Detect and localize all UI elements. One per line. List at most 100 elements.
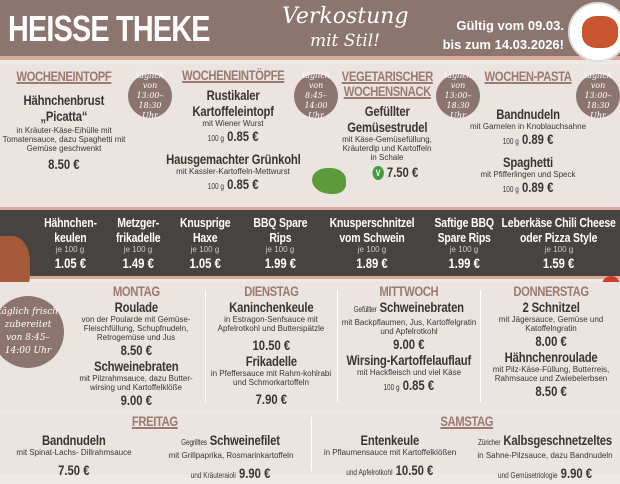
dish-desc: mit Wiener Wurst	[202, 119, 264, 128]
section-heading: VEGETARISCHER WOCHENSNACK	[341, 68, 433, 99]
unit: 100 g	[502, 137, 519, 146]
dish: Züricher Kalbsgeschnetzeltes in Sahne-Pi…	[474, 432, 616, 484]
dish-desc: in Sahne-Pilzsauce, dazu Bandnudeln	[477, 451, 613, 460]
slogan: Verkostung	[282, 4, 409, 29]
dish-name: Schweinebraten	[93, 358, 179, 374]
item-price: 1.89 €	[356, 255, 388, 271]
dish-desc: mit Garnelen in Knoblauchsahne	[469, 122, 587, 131]
weekly-specials-panel: WOCHENEINTOPF Hähnchenbrust „Picatta“ in…	[0, 64, 620, 207]
day-heading: DONNERSTAG	[513, 283, 589, 299]
dish-price: 8.00 €	[535, 333, 567, 349]
header: HEISSE THEKE Verkostung mit Stil! Gültig…	[0, 0, 620, 62]
dish-desc: mit Pfifferlingen und Speck	[480, 170, 576, 179]
band-item: Hähnchen-keulen je 100 g 1.05 €	[39, 215, 101, 272]
time-badge: täglich von 13:00–18:30 Uhr	[436, 71, 480, 120]
dish-price: 0.85 €	[402, 377, 435, 393]
dish-desc: mit Jägersauce, Gemüse und Katoffelngrat…	[498, 315, 604, 333]
item-name: Leberkäse Chili Cheese oder Pizza Style	[501, 215, 617, 245]
dish-price: 8.50 €	[120, 342, 152, 358]
dish-name: 2 Schnitzel	[522, 299, 580, 315]
band-item: Saftige BBQ Spare Rips je 100 g 1.99 €	[430, 215, 498, 272]
day-freitag: FREITAG	[60, 414, 250, 429]
divider	[480, 290, 481, 402]
dish-name: Bandnudeln	[496, 106, 560, 122]
meat-counter-band: Hähnchen-keulen je 100 g 1.05 € Metzger-fr…	[0, 207, 620, 279]
pasta-plate-image	[568, 2, 620, 62]
dish: Bandnudeln mit Spinat-Lachs- Dillrahmsau…	[4, 432, 144, 478]
dish-desc: von der Poularde mit Gemüse-Fleischfüllu…	[81, 315, 191, 342]
time-badge: täglich von 13:00–18:30 Uhr	[128, 71, 172, 120]
valid-from: Gültig vom 09.03.	[456, 18, 564, 33]
unit: 100 g	[207, 134, 224, 143]
divider	[205, 290, 206, 402]
unit: 100 g	[383, 383, 400, 392]
item-price: 1.99 €	[448, 255, 480, 271]
dish-name: Entenkeule	[360, 432, 420, 448]
dish-desc: und Apfelrotkohl	[346, 468, 393, 477]
day-samstag: SAMSTAG	[372, 414, 562, 429]
dish-price: 10.50 €	[252, 337, 290, 353]
dish-name: Hähnchenbrust „Picatta“	[23, 92, 105, 124]
dish-price: 9.90 €	[239, 465, 271, 481]
dish-desc: in Pfeffersauce mit Rahm-kohlrabi und Sc…	[210, 369, 332, 387]
section-woecheneintopf: WOCHENEINTOPF Hähnchenbrust „Picatta“ in…	[2, 69, 126, 173]
unit: je 100 g	[55, 245, 85, 254]
dish-desc: mit Spinat-Lachs- Dillrahmsauce	[16, 448, 132, 457]
time-badge: täglich von 13:00–18:30 Uhr	[576, 71, 620, 120]
valid-to: bis zum 14.03.2026!	[442, 37, 564, 52]
dish-name: Roulade	[114, 299, 158, 315]
unit: 100 g	[502, 185, 519, 194]
day-donnerstag: DONNERSTAG 2 Schnitzel mit Jägersauce, G…	[484, 283, 618, 400]
dish-price: 9.00 €	[393, 336, 425, 352]
day-heading: FREITAG	[132, 413, 178, 429]
dish-price: 7.50 €	[58, 462, 90, 478]
dish-desc: und Gemüsetriologie	[497, 471, 558, 480]
item-price: 1.59 €	[543, 255, 575, 271]
band-item: Knusprige Haxe je 100 g 1.05 €	[175, 215, 235, 272]
dish-price: 10.50 €	[395, 462, 434, 478]
day-montag: MONTAG Roulade von der Poularde mit Gemü…	[68, 283, 204, 409]
weekend-panel	[0, 413, 620, 474]
dish-desc: mit Hackfleisch und viel Käse	[356, 368, 462, 377]
band-item: Metzger-frikadelle je 100 g 1.49 €	[108, 215, 168, 272]
day-mittwoch: MITTWOCH Gefüllter Schweinebraten mit Ba…	[339, 284, 479, 396]
dish-desc: in Estragon-Senfsauce mit Apfelrotkohl u…	[217, 315, 325, 333]
dish-prefix: Züricher	[477, 438, 501, 447]
dish-name: Kalbsgeschnetzeltes	[503, 432, 613, 448]
section-heading: WOCHENEINTÖPFE	[181, 67, 285, 83]
unit: je 100 g	[265, 245, 295, 254]
unit: 100 g	[207, 182, 224, 191]
time-badge: täglich von 8:45–14:00 Uhr	[294, 71, 338, 120]
day-heading: MONTAG	[112, 283, 160, 299]
slogan-sub: mit Stil!	[310, 31, 380, 51]
dish-desc: mit Käse-Gemüsefüllung, Kräuterdip und K…	[342, 135, 432, 162]
dish-desc: mit Pilzrahmsauce, dazu Butter-wirsing u…	[79, 374, 193, 392]
dish-price: 0.89 €	[521, 131, 554, 147]
unit: je 100 g	[544, 245, 574, 254]
dish-price: 7.90 €	[255, 391, 287, 407]
dish-desc: und Kräuteraioli	[191, 471, 237, 480]
dish-price: 0.85 €	[226, 176, 259, 192]
dish-desc: in Kräuter-Käse-Eihülle mit Tomatensauce…	[2, 126, 126, 153]
band-item: Knusperschnitzel vom Schwein je 100 g 1.89…	[322, 215, 422, 272]
dish-name: Schweinefilet	[210, 432, 281, 448]
fresh-badge: täglich frisch zubereitet von 8:45–14:00…	[0, 296, 64, 368]
item-price: 1.99 €	[264, 255, 296, 271]
item-price: 1.05 €	[189, 255, 221, 271]
dish-name: Hausgemachter Grünkohl	[165, 151, 301, 167]
item-name: Knusprige Haxe	[179, 215, 231, 245]
section-woecheneintoepfe: WOCHENEINTÖPFE Rustikaler Kartoffeleinto…	[166, 67, 301, 195]
dish: Gegrilltes Schweinefilet mit Grillpaprik…	[158, 432, 304, 484]
item-name: Metzger-frikadelle	[115, 215, 161, 245]
unit: je 100 g	[449, 245, 479, 254]
section-vegetarian: VEGETARISCHER WOCHENSNACK Gefüllter Gemü…	[340, 69, 434, 180]
item-price: 1.49 €	[122, 255, 154, 271]
item-name: Saftige BBQ Spare Rips	[434, 215, 494, 245]
vegetarian-icon: V	[372, 166, 384, 180]
dish-price: 9.00 €	[120, 392, 152, 408]
dish-desc: mit Pilz-Käse-Füllung, Butterreis, Rahms…	[492, 365, 610, 383]
dish-price: 8.50 €	[48, 156, 80, 172]
weekday-panel: täglich frisch zubereitet von 8:45–14:00…	[0, 282, 620, 410]
dish-desc: in Pflaumensauce mit Kartoffelklößen	[323, 448, 457, 457]
dish-price: 0.85 €	[226, 128, 259, 144]
